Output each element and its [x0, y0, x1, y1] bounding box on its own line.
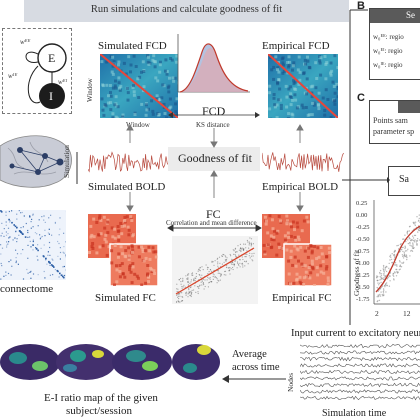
fc-center-label: FC — [206, 207, 221, 221]
sam-box-label: Sa — [399, 174, 409, 185]
weight-ei: wᴱᴵ — [58, 78, 68, 86]
gof-ytick: -1.75 — [356, 296, 370, 303]
panel-b-row-2: w₀ᴱᴵ: regio — [373, 47, 403, 55]
model-box — [2, 28, 72, 114]
goodness-of-fit-box: Goodness of fit — [168, 147, 260, 171]
empirical-fcd-title: Empirical FCD — [262, 40, 330, 52]
simulated-bold-label: Simulated BOLD — [88, 181, 166, 193]
simulated-fc-label: Simulated FC — [95, 292, 156, 304]
fc-sub-label: Correlation and mean difference — [166, 219, 257, 227]
weight-ie: wᴵᴱ — [8, 72, 18, 80]
empirical-bold-trace — [262, 152, 344, 172]
gof-scatter-plot — [373, 200, 420, 305]
simulation-arrow — [76, 152, 78, 184]
gof-ytick: -1.00 — [356, 260, 370, 267]
fc-correlation-scatter — [172, 236, 258, 304]
ks-arrow — [168, 112, 260, 118]
panel-b-header: Se — [406, 10, 415, 20]
average-arrow — [222, 375, 286, 383]
input-current-traces — [300, 343, 420, 401]
node-i-label: I — [49, 89, 53, 103]
empirical-fcd-matrix — [268, 54, 338, 118]
fcd-center-label: FCD — [202, 104, 226, 118]
gof-ytick: -0.75 — [356, 248, 370, 255]
connectome-label: connectome — [0, 283, 54, 295]
simulation-time-label: Simulation time — [322, 408, 387, 419]
gof-ytick: -1.25 — [356, 272, 370, 279]
ks-distance-label: KS distance — [196, 121, 230, 129]
panel-c-text-1: Points sam — [373, 116, 408, 125]
sim-fcd-window-x: Window — [126, 121, 150, 129]
panel-c-label: C — [357, 92, 365, 104]
ei-map-label-2: subject/session — [66, 405, 132, 417]
average-label-2: across time — [232, 362, 280, 373]
panel-b-box: Se w₀ᴱᴱ: regio w₀ᴱᴵ: regio w₀ᴵᴱ: regio — [369, 8, 420, 80]
node-e-label: E — [48, 51, 56, 65]
connectome-matrix — [0, 210, 66, 280]
right-connectors — [342, 9, 390, 325]
header-title: Run simulations and calculate goodness o… — [90, 4, 283, 15]
goodness-of-fit-label: Goodness of fit — [178, 151, 252, 165]
gof-ytick: -1.50 — [356, 284, 370, 291]
average-label-1: Average — [232, 349, 267, 360]
gof-xtick-2: 12 — [403, 309, 411, 318]
model-diagram — [25, 43, 67, 109]
panel-b-row-1: w₀ᴱᴱ: regio — [373, 33, 404, 41]
fcd-distribution-plot — [177, 34, 250, 93]
brain-network-image — [0, 135, 72, 188]
panel-b-row-3: w₀ᴵᴱ: regio — [373, 61, 403, 69]
ei-ratio-brain-maps — [0, 344, 220, 380]
gof-xtick-1: 2 — [375, 309, 379, 318]
simulated-fcd-title: Simulated FCD — [98, 40, 167, 52]
ei-map-label-1: E-I ratio map of the given — [44, 392, 158, 404]
panel-b-label: B — [357, 0, 365, 12]
empirical-bold-label: Empirical BOLD — [262, 181, 339, 193]
gof-ytick: -0.50 — [356, 236, 370, 243]
input-current-label: Input current to excitatory neuro — [291, 328, 420, 339]
simulated-fcd-matrix — [100, 54, 178, 118]
gof-ytick: -0.25 — [356, 224, 370, 231]
header-band: Run simulations and calculate goodness o… — [24, 0, 349, 22]
gof-ytick: 0.00 — [356, 212, 368, 219]
gof-ytick: 0.25 — [356, 200, 368, 207]
panel-c-text-2: parameter sp — [373, 127, 415, 136]
simulated-bold-trace — [88, 151, 170, 173]
inhibitory-node — [39, 83, 65, 109]
simulated-fc-matrices — [88, 214, 158, 286]
empirical-fc-label: Empirical FC — [272, 292, 332, 304]
empirical-fc-matrices — [262, 214, 333, 286]
weight-ee: wᴱᴱ — [20, 38, 31, 46]
panel-c-box: Points sam parameter sp — [369, 100, 420, 144]
